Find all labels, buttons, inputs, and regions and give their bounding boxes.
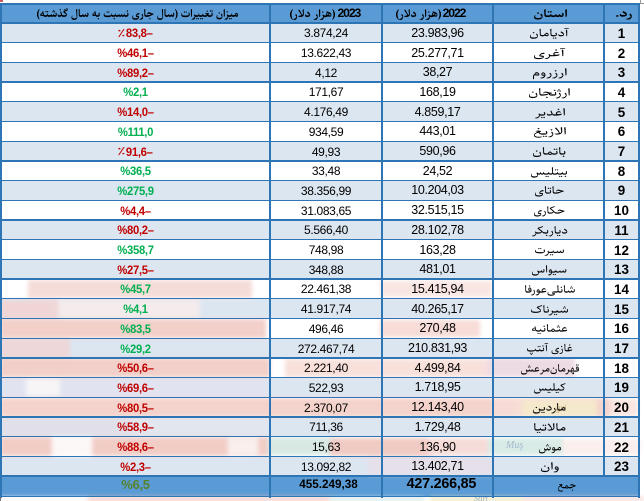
svg-text:Siirt: Siirt	[474, 494, 489, 501]
svg-text:gri: gri	[556, 403, 567, 413]
svg-text:Muş: Muş	[505, 440, 523, 451]
